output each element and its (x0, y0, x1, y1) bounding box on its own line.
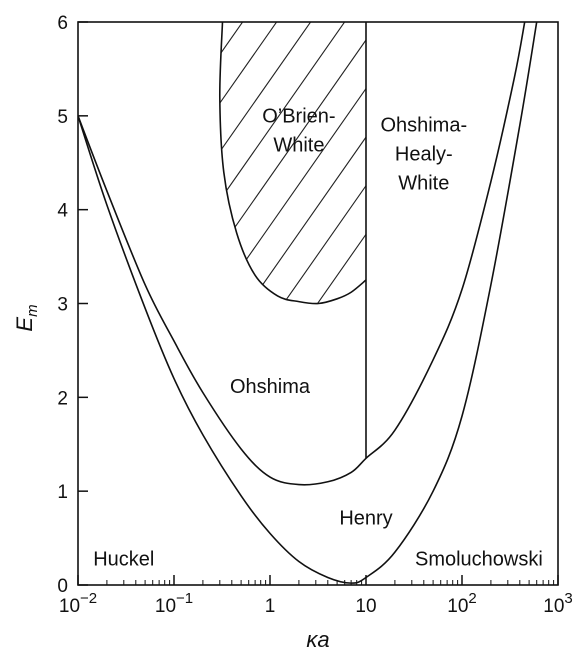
hatch-line (0, 0, 20, 600)
hatch-line (245, 22, 366, 304)
y-tick-label: 2 (57, 388, 68, 409)
x-axis: 10−2 10−1 1 10 102 103 (59, 575, 573, 617)
obrien-white-boundary-curve (218, 22, 367, 305)
hatch-line (219, 22, 366, 304)
hatch-line (518, 0, 578, 600)
region-label-ohshima-healy-white: Ohshima-Healy-White (380, 114, 467, 194)
x-axis-label: κa (306, 627, 329, 652)
y-axis-label: Em (12, 304, 41, 331)
hatch-line (279, 22, 366, 304)
hatch-line (219, 22, 361, 304)
y-axis-label-main: E (12, 317, 37, 332)
hatch-line (219, 22, 293, 304)
region-label-ohshima: Ohshima (230, 376, 311, 398)
hatch-line (0, 0, 54, 600)
x-tick-label: 1 (265, 596, 276, 617)
x-tick-label: 103 (543, 590, 572, 617)
y-tick-label: 3 (57, 295, 68, 316)
region-label-obrien-white: O’Brien-White (262, 105, 335, 156)
y-tick-label: 4 (57, 201, 68, 222)
hatch-line (416, 0, 578, 600)
region-labels: O’Brien-White Ohshima-Healy-White Ohshima H… (93, 105, 543, 570)
y-tick-label: 5 (57, 107, 68, 128)
hatch-line (0, 0, 190, 600)
hatch-line (219, 22, 225, 304)
region-label-huckel: Huckel (93, 549, 154, 571)
x-tick-label: 10−1 (155, 590, 193, 617)
region-label-smoluchowski: Smoluchowski (415, 549, 543, 571)
hatch-line (0, 0, 88, 600)
hatch-line (484, 0, 578, 600)
hatch-line (382, 0, 578, 600)
hatch-line (552, 0, 578, 600)
y-axis-label-subscript: m (24, 304, 41, 317)
y-tick-label: 1 (57, 482, 68, 503)
hatch-line (219, 22, 366, 304)
x-tick-label: 10 (355, 596, 376, 617)
x-tick-label: 10−2 (59, 590, 97, 617)
hatch-line (219, 22, 366, 304)
x-tick-label: 102 (447, 590, 476, 617)
y-axis: 0 1 2 3 4 5 6 (57, 13, 88, 597)
region-label-henry: Henry (339, 507, 392, 529)
y-tick-label: 0 (57, 576, 68, 597)
y-tick-label: 6 (57, 13, 68, 34)
hatch-line (219, 22, 366, 304)
ohshima-lower-boundary-curve (78, 22, 526, 486)
hatch-line (219, 22, 327, 304)
henry-lower-boundary-curve (78, 22, 538, 584)
curve-layer (78, 22, 538, 584)
